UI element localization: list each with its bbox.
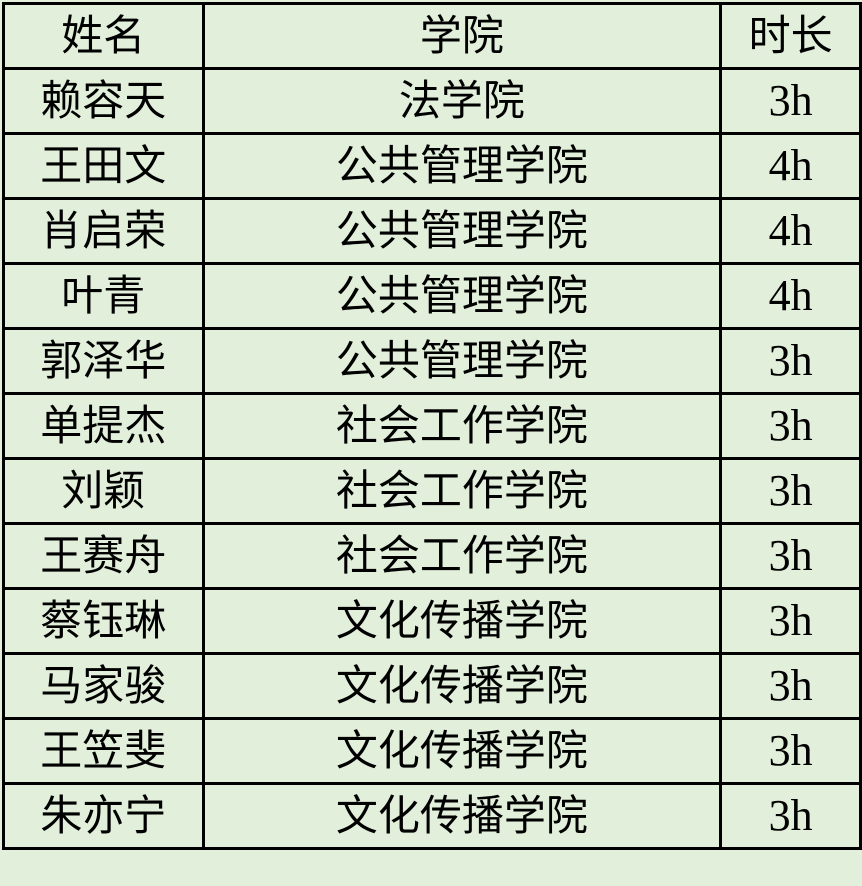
college-cell: 社会工作学院: [201, 522, 723, 590]
college-cell: 公共管理学院: [201, 132, 723, 200]
name-cell: 马家骏: [2, 652, 205, 720]
name-cell: 刘颖: [2, 457, 205, 525]
table-row: 刘颖 社会工作学院 3h: [2, 457, 862, 525]
table-row: 朱亦宁 文化传播学院 3h: [2, 782, 862, 850]
header-duration: 时长: [719, 2, 862, 70]
name-cell: 蔡钰琳: [2, 587, 205, 655]
name-cell: 赖容天: [2, 67, 205, 135]
table-row: 叶青 公共管理学院 4h: [2, 262, 862, 330]
table-row: 赖容天 法学院 3h: [2, 67, 862, 135]
header-row: 姓名 学院 时长: [2, 2, 862, 70]
table-row: 单提杰 社会工作学院 3h: [2, 392, 862, 460]
table-row: 王田文 公共管理学院 4h: [2, 132, 862, 200]
college-cell: 社会工作学院: [201, 392, 723, 460]
table-row: 王笠斐 文化传播学院 3h: [2, 717, 862, 785]
duration-cell: 4h: [719, 132, 862, 200]
table-row: 肖启荣 公共管理学院 4h: [2, 197, 862, 265]
duration-cell: 3h: [719, 652, 862, 720]
college-cell: 文化传播学院: [201, 782, 723, 850]
college-cell: 文化传播学院: [201, 652, 723, 720]
name-cell: 单提杰: [2, 392, 205, 460]
college-cell: 社会工作学院: [201, 457, 723, 525]
duration-cell: 3h: [719, 392, 862, 460]
duration-cell: 3h: [719, 717, 862, 785]
duration-cell: 3h: [719, 782, 862, 850]
college-cell: 公共管理学院: [201, 262, 723, 330]
name-cell: 朱亦宁: [2, 782, 205, 850]
header-college: 学院: [201, 2, 723, 70]
duration-cell: 3h: [719, 587, 862, 655]
name-cell: 肖启荣: [2, 197, 205, 265]
table-row: 马家骏 文化传播学院 3h: [2, 652, 862, 720]
duration-cell: 3h: [719, 67, 862, 135]
college-cell: 文化传播学院: [201, 587, 723, 655]
name-cell: 王笠斐: [2, 717, 205, 785]
table-row: 王赛舟 社会工作学院 3h: [2, 522, 862, 590]
header-name: 姓名: [2, 2, 205, 70]
duration-cell: 4h: [719, 262, 862, 330]
duration-cell: 3h: [719, 457, 862, 525]
name-cell: 王田文: [2, 132, 205, 200]
name-cell: 叶青: [2, 262, 205, 330]
college-cell: 法学院: [201, 67, 723, 135]
college-cell: 公共管理学院: [201, 327, 723, 395]
duration-cell: 3h: [719, 522, 862, 590]
name-cell: 王赛舟: [2, 522, 205, 590]
table-row: 蔡钰琳 文化传播学院 3h: [2, 587, 862, 655]
college-cell: 公共管理学院: [201, 197, 723, 265]
duration-cell: 4h: [719, 197, 862, 265]
table-row: 郭泽华 公共管理学院 3h: [2, 327, 862, 395]
name-cell: 郭泽华: [2, 327, 205, 395]
schedule-table: 姓名 学院 时长 赖容天 法学院 3h 王田文 公共管理学院 4h 肖启荣 公共管理学院 4h 叶…: [2, 2, 862, 850]
duration-cell: 3h: [719, 327, 862, 395]
college-cell: 文化传播学院: [201, 717, 723, 785]
